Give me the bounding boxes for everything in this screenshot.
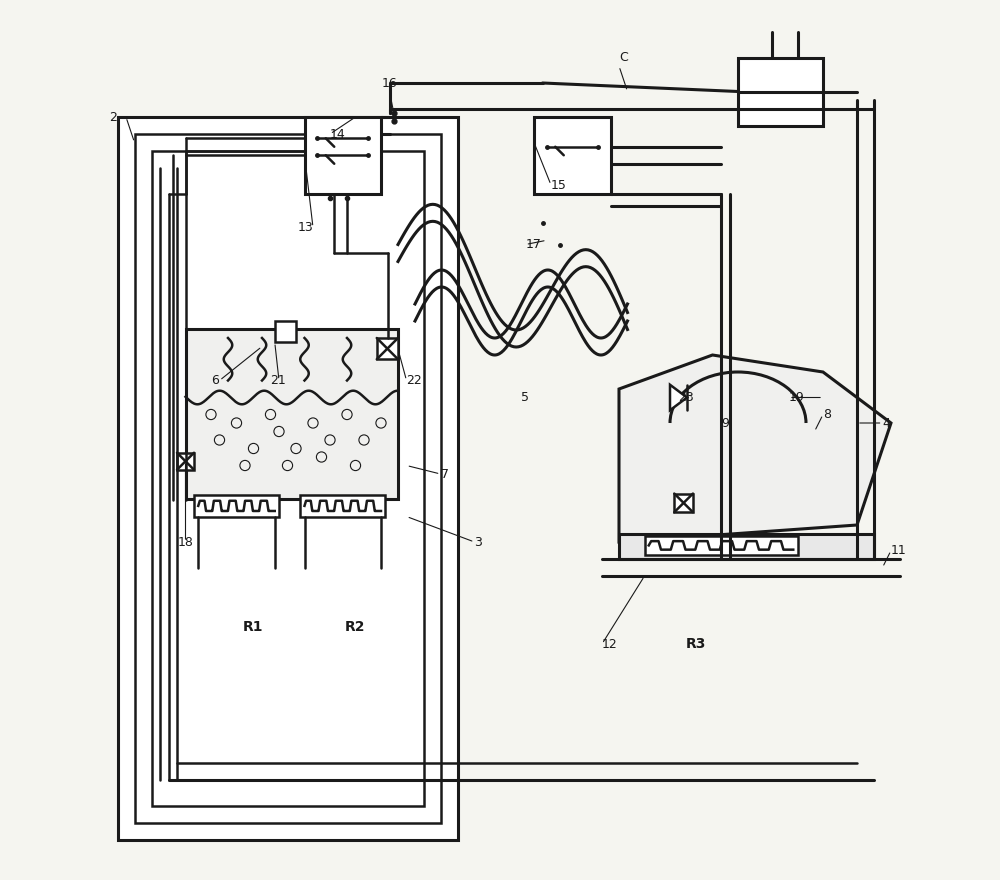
Text: 6: 6 <box>211 374 219 387</box>
Bar <box>194 495 279 517</box>
Text: 12: 12 <box>602 637 618 650</box>
Text: 4: 4 <box>883 416 890 429</box>
Text: 3: 3 <box>475 536 482 548</box>
Bar <box>377 338 398 359</box>
Text: R1: R1 <box>243 620 264 634</box>
Text: R2: R2 <box>345 620 366 634</box>
Polygon shape <box>619 355 891 542</box>
Text: 22: 22 <box>406 374 422 387</box>
Text: 14: 14 <box>330 128 346 141</box>
Bar <box>118 117 458 840</box>
Bar <box>674 494 693 512</box>
Bar <box>186 329 398 500</box>
Bar <box>152 151 424 805</box>
Bar <box>304 117 381 194</box>
Text: 21: 21 <box>270 374 286 387</box>
Text: 8: 8 <box>823 408 831 421</box>
Bar <box>738 57 823 126</box>
Text: 19: 19 <box>789 391 805 404</box>
Text: 5: 5 <box>522 391 530 404</box>
Bar <box>134 134 440 823</box>
Text: 17: 17 <box>526 238 541 251</box>
Bar <box>619 533 874 559</box>
Bar <box>644 536 798 554</box>
Bar <box>300 495 385 517</box>
Text: 23: 23 <box>678 391 694 404</box>
Text: 15: 15 <box>551 179 567 192</box>
Text: 18: 18 <box>178 536 193 548</box>
Text: 9: 9 <box>721 416 729 429</box>
Text: R3: R3 <box>685 637 706 651</box>
Text: 2: 2 <box>109 111 117 123</box>
Bar <box>275 321 296 342</box>
Polygon shape <box>670 385 687 410</box>
Text: 7: 7 <box>440 467 448 480</box>
Bar <box>177 452 194 470</box>
Text: 13: 13 <box>297 221 313 234</box>
Text: 16: 16 <box>382 77 397 90</box>
Text: C: C <box>619 51 628 64</box>
Text: 11: 11 <box>891 544 907 557</box>
Bar <box>534 117 610 194</box>
